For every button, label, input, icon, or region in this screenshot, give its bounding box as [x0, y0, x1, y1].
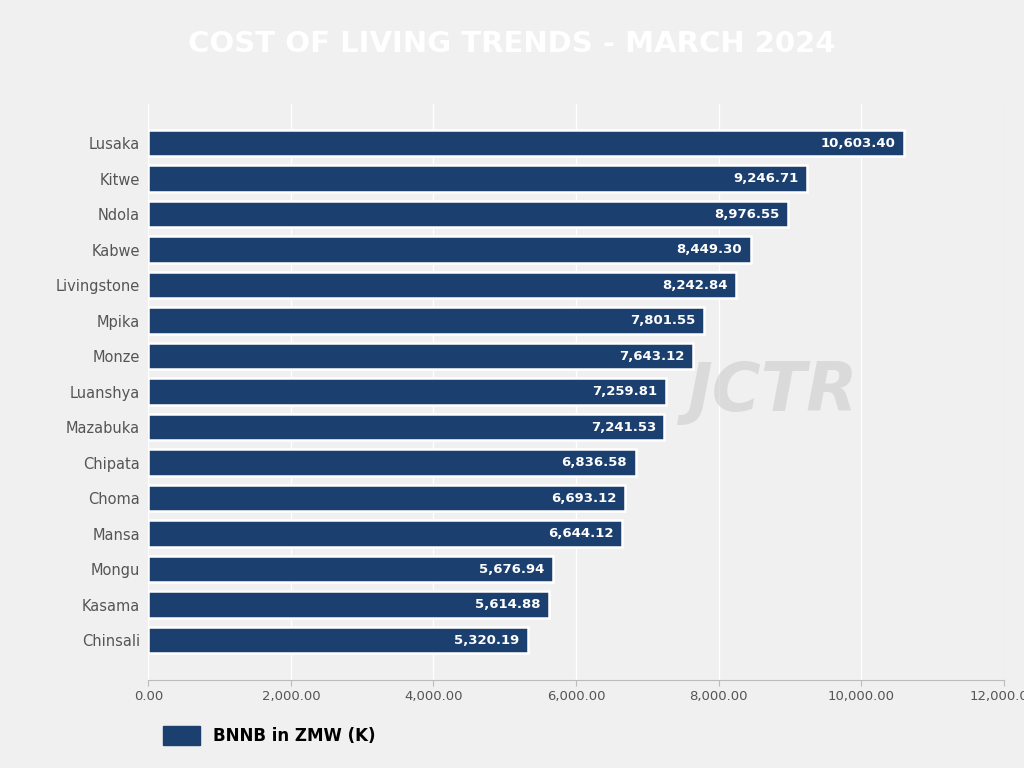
Text: 7,801.55: 7,801.55: [631, 314, 696, 327]
Text: 5,676.94: 5,676.94: [479, 563, 545, 576]
Bar: [148, 201, 788, 227]
Text: 6,836.58: 6,836.58: [561, 456, 627, 469]
Text: COST OF LIVING TRENDS - MARCH 2024: COST OF LIVING TRENDS - MARCH 2024: [188, 30, 836, 58]
Text: 8,242.84: 8,242.84: [662, 279, 727, 292]
Bar: [148, 130, 904, 157]
Text: 10,603.40: 10,603.40: [820, 137, 895, 150]
Bar: [148, 414, 665, 441]
Bar: [148, 556, 553, 582]
Text: 7,643.12: 7,643.12: [620, 349, 684, 362]
Bar: [148, 521, 622, 547]
Text: 7,241.53: 7,241.53: [591, 421, 656, 434]
Bar: [148, 485, 626, 511]
Bar: [148, 165, 807, 192]
Bar: [148, 449, 636, 476]
Bar: [148, 272, 736, 299]
Text: 5,320.19: 5,320.19: [454, 634, 519, 647]
Bar: [148, 307, 705, 334]
Text: 5,614.88: 5,614.88: [474, 598, 540, 611]
Bar: [148, 237, 751, 263]
Bar: [148, 627, 527, 654]
Text: 6,644.12: 6,644.12: [548, 527, 613, 540]
Text: 8,976.55: 8,976.55: [715, 207, 779, 220]
Text: JCTR: JCTR: [687, 359, 858, 425]
Bar: [148, 343, 693, 369]
Text: 7,259.81: 7,259.81: [592, 386, 657, 398]
Bar: [148, 591, 549, 618]
Text: 9,246.71: 9,246.71: [733, 172, 799, 185]
Bar: [148, 379, 666, 405]
Legend: BNNB in ZMW (K): BNNB in ZMW (K): [157, 720, 383, 752]
Text: 8,449.30: 8,449.30: [676, 243, 742, 257]
Text: 6,693.12: 6,693.12: [552, 492, 616, 505]
